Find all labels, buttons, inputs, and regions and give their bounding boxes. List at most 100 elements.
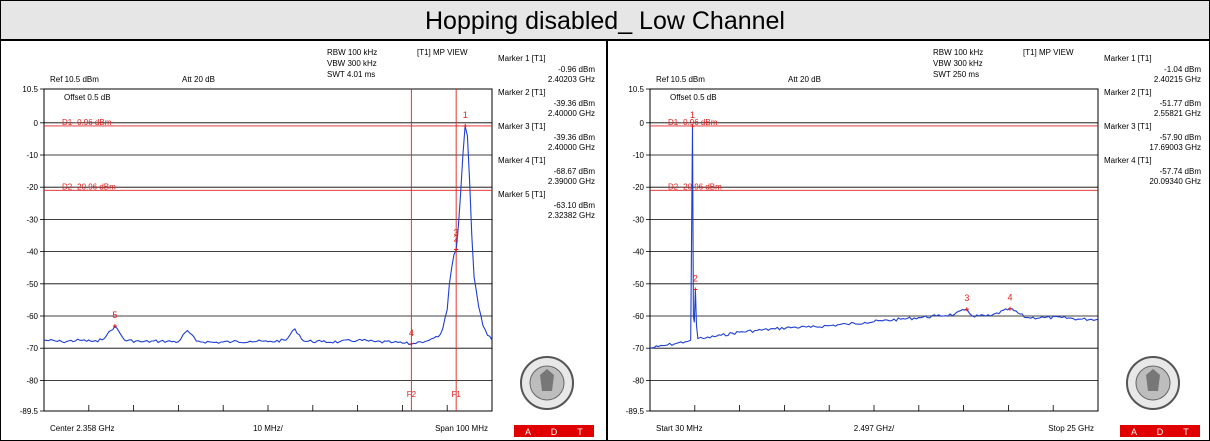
footer-mid-label: 10 MHz/ bbox=[253, 424, 284, 433]
marker-number: 4 bbox=[1007, 293, 1012, 303]
footer-right-label: Span 100 MHz bbox=[435, 424, 488, 433]
display-line-label: D2 -20.96 dBm bbox=[668, 182, 722, 191]
y-tick-label: -89.5 bbox=[20, 407, 39, 416]
marker-name: Marker 1 [T1] bbox=[1104, 54, 1152, 63]
y-tick-label: -40 bbox=[26, 248, 38, 257]
marker-freq: 2.55821 GHz bbox=[1154, 109, 1201, 118]
y-tick-label: 0 bbox=[34, 119, 39, 128]
marker-level: -0.96 dBm bbox=[558, 65, 595, 74]
y-tick-label: -40 bbox=[632, 248, 644, 257]
swt-label: SWT 250 ms bbox=[933, 70, 979, 79]
y-tick-label: 0 bbox=[640, 119, 645, 128]
plot-frame bbox=[43, 88, 493, 412]
vbw-label: VBW 300 kHz bbox=[933, 59, 983, 68]
y-tick-label: 10.5 bbox=[22, 85, 38, 94]
offset-label: Offset 0.5 dB bbox=[64, 93, 111, 102]
rbw-label: RBW 100 kHz bbox=[327, 48, 377, 57]
marker-freq: 2.32382 GHz bbox=[548, 211, 595, 220]
marker-level: -63.10 dBm bbox=[554, 201, 596, 210]
marker-freq: 2.39000 GHz bbox=[548, 177, 595, 186]
view-label: [T1] MP VIEW bbox=[417, 48, 468, 57]
marker-level: -57.74 dBm bbox=[1160, 167, 1202, 176]
marker-name: Marker 4 [T1] bbox=[498, 156, 546, 165]
marker-name: Marker 3 [T1] bbox=[498, 122, 546, 131]
marker-number: 4 bbox=[409, 328, 414, 338]
y-tick-label: -60 bbox=[632, 312, 644, 321]
bureau-veritas-seal-icon bbox=[520, 356, 574, 410]
attenuation-label: Att 20 dB bbox=[788, 75, 821, 84]
marker-name: Marker 2 [T1] bbox=[498, 88, 546, 97]
display-line-label: D1 -0.96 dBm bbox=[668, 118, 718, 127]
bureau-veritas-seal-icon bbox=[1126, 356, 1180, 410]
marker-point bbox=[964, 307, 969, 312]
adt-letter: T bbox=[577, 427, 583, 437]
display-line-label: D1 -0.96 dBm bbox=[62, 118, 112, 127]
marker-level: -51.77 dBm bbox=[1160, 99, 1202, 108]
seal-figure bbox=[540, 369, 554, 391]
view-label: [T1] MP VIEW bbox=[1023, 48, 1074, 57]
marker-name: Marker 5 [T1] bbox=[498, 190, 546, 199]
adt-bar bbox=[514, 425, 594, 437]
swt-label: SWT 4.01 ms bbox=[327, 70, 375, 79]
adt-letter: A bbox=[525, 427, 531, 437]
marker-freq: 2.40215 GHz bbox=[1154, 75, 1201, 84]
y-tick-label: -70 bbox=[26, 344, 38, 353]
marker-freq: 17.69003 GHz bbox=[1149, 143, 1201, 152]
marker-number: 2 bbox=[693, 274, 698, 284]
adt-letter: A bbox=[1131, 427, 1137, 437]
vbw-label: VBW 300 kHz bbox=[327, 59, 377, 68]
marker-point bbox=[463, 123, 468, 128]
marker-name: Marker 1 [T1] bbox=[498, 54, 546, 63]
panel-divider bbox=[606, 39, 608, 440]
frequency-line-label: F2 bbox=[407, 390, 417, 399]
marker-point bbox=[454, 247, 459, 252]
marker-number: 3 bbox=[454, 228, 459, 238]
trace-line bbox=[649, 126, 1099, 349]
y-tick-label: -20 bbox=[26, 183, 38, 192]
spectrum-chart-right: RBW 100 kHz VBW 300 kHz SWT 250 ms [T1] MP … bbox=[626, 48, 1202, 437]
marker-point bbox=[690, 124, 695, 129]
seal-figure bbox=[1146, 369, 1160, 391]
y-tick-label: -60 bbox=[26, 312, 38, 321]
footer-left-label: Start 30 MHz bbox=[656, 424, 703, 433]
frequency-line-label: F1 bbox=[451, 390, 461, 399]
y-tick-label: -20 bbox=[632, 183, 644, 192]
marker-freq: 2.40000 GHz bbox=[548, 143, 595, 152]
y-tick-label: -70 bbox=[632, 344, 644, 353]
page-title: Hopping disabled_ Low Channel bbox=[425, 7, 785, 35]
footer-right-label: Stop 25 GHz bbox=[1048, 424, 1094, 433]
ref-level-label: Ref 10.5 dBm bbox=[50, 75, 99, 84]
adt-letter: D bbox=[551, 427, 558, 437]
marker-number: 3 bbox=[964, 293, 969, 303]
marker-name: Marker 4 [T1] bbox=[1104, 156, 1152, 165]
marker-level: -39.36 dBm bbox=[554, 133, 596, 142]
y-tick-label: -89.5 bbox=[626, 407, 645, 416]
marker-level: -1.04 dBm bbox=[1164, 65, 1201, 74]
marker-point bbox=[409, 341, 414, 346]
marker-point bbox=[1007, 306, 1012, 311]
y-tick-label: -10 bbox=[632, 151, 644, 160]
title-bar: Hopping disabled_ Low Channel bbox=[1, 1, 1209, 41]
y-tick-label: -50 bbox=[632, 280, 644, 289]
display-line-label: D2 -20.96 dBm bbox=[62, 182, 116, 191]
spectrum-panel-left: RBW 100 kHz VBW 300 kHz SWT 4.01 ms [T1] MP… bbox=[2, 41, 605, 440]
y-tick-label: -80 bbox=[26, 376, 38, 385]
offset-label: Offset 0.5 dB bbox=[670, 93, 717, 102]
adt-bar bbox=[1120, 425, 1200, 437]
marker-freq: 2.40000 GHz bbox=[548, 109, 595, 118]
spectrum-panel-right: RBW 100 kHz VBW 300 kHz SWT 250 ms [T1] MP … bbox=[608, 41, 1210, 440]
adt-letter: T bbox=[1183, 427, 1189, 437]
y-tick-label: -50 bbox=[26, 280, 38, 289]
y-tick-label: 10.5 bbox=[628, 85, 644, 94]
marker-name: Marker 2 [T1] bbox=[1104, 88, 1152, 97]
marker-freq: 20.09340 GHz bbox=[1149, 177, 1201, 186]
plot-frame bbox=[649, 88, 1099, 412]
rbw-label: RBW 100 kHz bbox=[933, 48, 983, 57]
ref-level-label: Ref 10.5 dBm bbox=[656, 75, 705, 84]
marker-number: 5 bbox=[112, 310, 117, 320]
y-tick-label: -80 bbox=[632, 376, 644, 385]
marker-number: 1 bbox=[463, 110, 468, 120]
marker-point bbox=[693, 287, 698, 292]
